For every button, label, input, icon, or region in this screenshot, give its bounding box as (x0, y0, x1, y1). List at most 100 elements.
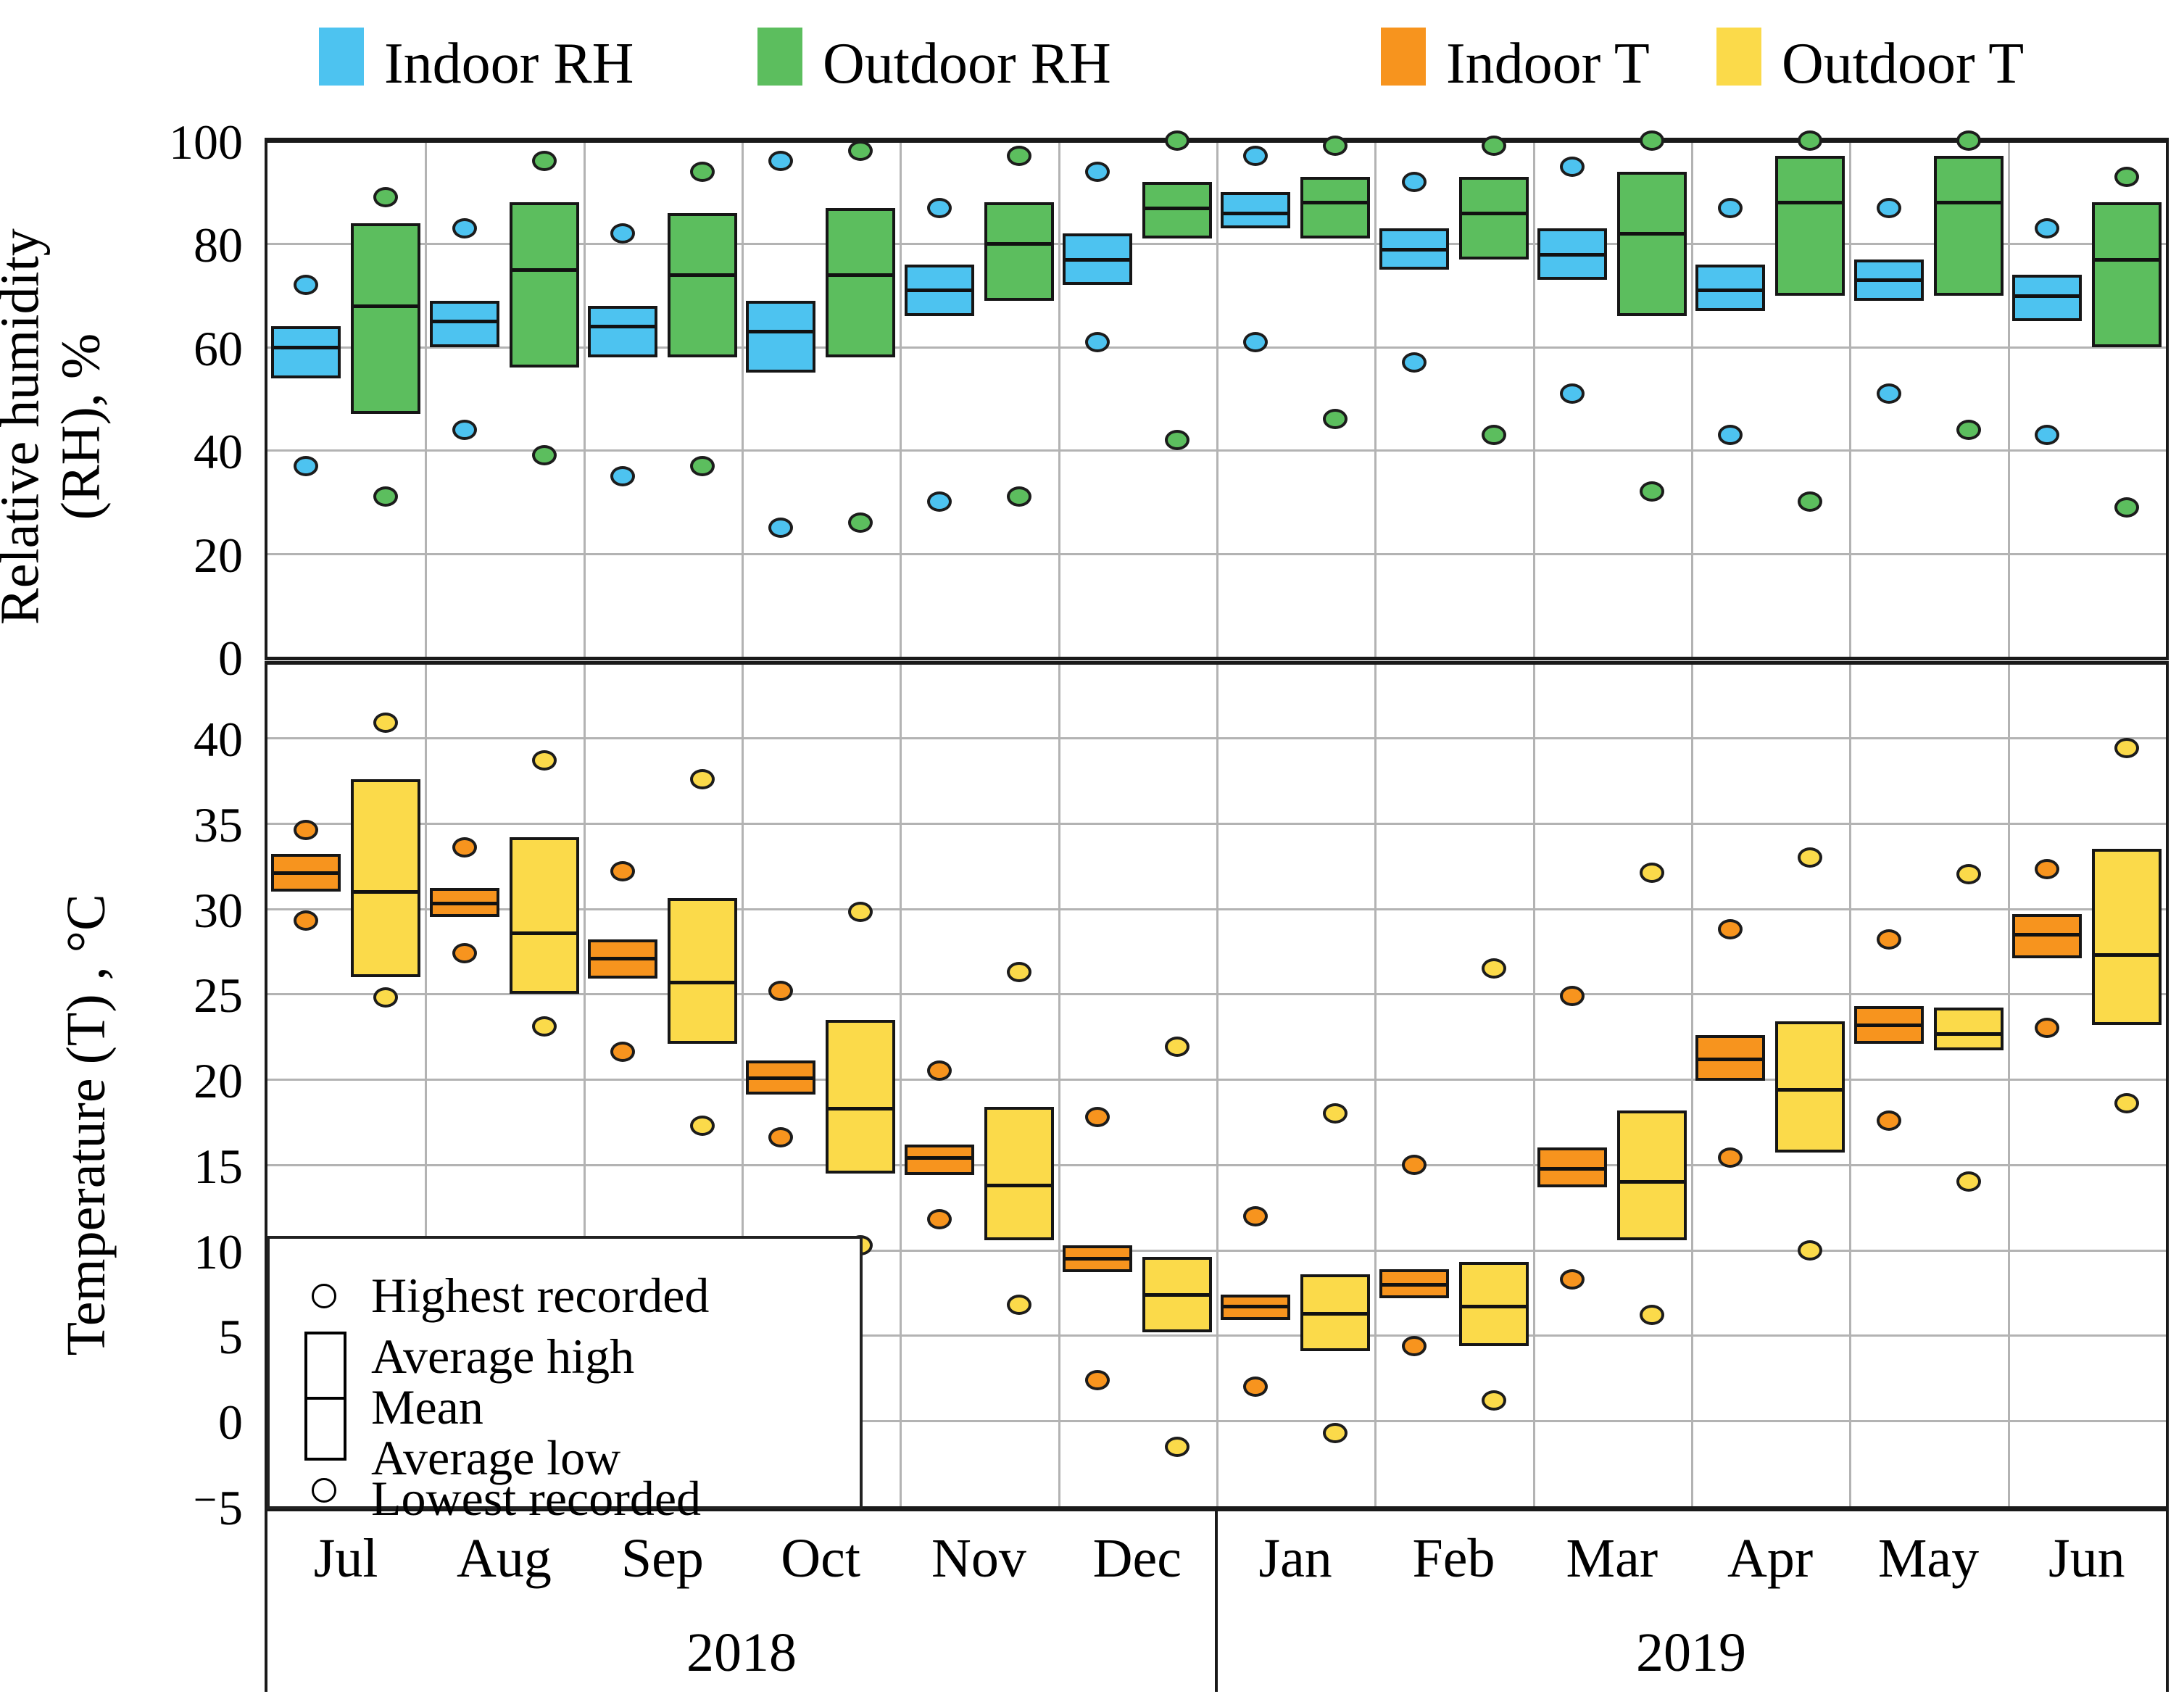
gridline-vertical (1374, 141, 1377, 657)
lowest-dot-outdoor-t-jul (373, 987, 399, 1008)
month-label-oct: Oct (781, 1528, 861, 1589)
box-outdoor-rh-aug (509, 202, 579, 368)
gridline-vertical (1849, 661, 1852, 1506)
month-label-nov: Nov (931, 1528, 1026, 1589)
t-tick-15: 15 (194, 1138, 243, 1194)
highest-dot-outdoor-rh-mar (1639, 130, 1664, 151)
month-label-jul: Jul (313, 1528, 378, 1589)
lowest-dot-outdoor-rh-mar (1639, 481, 1664, 502)
year-label-2018: 2018 (686, 1622, 797, 1683)
legend-swatch-outdoor-rh (757, 28, 802, 86)
mean-line-indoor-t-may (1856, 1023, 1921, 1027)
highest-dot-indoor-rh-apr (1718, 197, 1743, 218)
gridline-t-25 (267, 993, 2166, 996)
mean-line-indoor-t-oct (749, 1076, 813, 1080)
highest-dot-indoor-t-sep (610, 860, 635, 881)
lowest-dot-outdoor-rh-oct (848, 512, 873, 533)
lowest-dot-indoor-rh-jun (2034, 424, 2059, 445)
mean-line-indoor-rh-oct (749, 330, 813, 334)
mean-line-outdoor-rh-jan (1303, 201, 1368, 205)
mean-line-outdoor-rh-sep (670, 273, 734, 278)
highest-dot-indoor-t-oct (768, 980, 794, 1001)
mean-line-indoor-t-nov (907, 1156, 971, 1161)
mean-line-outdoor-rh-may (1936, 201, 2001, 205)
highest-dot-indoor-rh-mar (1559, 156, 1585, 177)
mean-line-outdoor-rh-jun (2094, 257, 2159, 262)
lowest-dot-indoor-rh-aug (452, 419, 477, 440)
month-label-apr: Apr (1727, 1528, 1814, 1589)
lowest-dot-indoor-rh-jan (1243, 331, 1269, 352)
box-outdoor-rh-jan (1300, 176, 1371, 239)
mean-line-outdoor-rh-dec (1145, 206, 1209, 210)
lowest-dot-indoor-rh-nov (926, 491, 952, 512)
mean-line-indoor-t-dec (1065, 1257, 1129, 1261)
mean-line-outdoor-t-apr (1778, 1088, 1843, 1092)
gridline-vertical (583, 141, 586, 657)
month-label-may: May (1877, 1528, 1980, 1589)
month-label-dec: Dec (1092, 1528, 1182, 1589)
gridline-vertical (1216, 141, 1218, 657)
month-label-mar: Mar (1566, 1528, 1658, 1589)
box-outdoor-rh-may (1933, 156, 2004, 296)
lowest-dot-outdoor-t-may (1956, 1171, 1981, 1192)
highest-dot-indoor-rh-dec (1084, 161, 1110, 182)
gridline-vertical (900, 661, 902, 1506)
mean-line-indoor-rh-dec (1065, 257, 1129, 262)
highest-dot-outdoor-t-nov (1006, 961, 1031, 982)
legend-label-outdoor-t: Outdoor T (1782, 32, 2025, 96)
highest-dot-outdoor-rh-feb (1481, 136, 1506, 157)
mean-line-indoor-rh-jul (274, 345, 339, 349)
highest-dot-outdoor-rh-may (1956, 130, 1981, 151)
highest-dot-outdoor-t-oct (848, 902, 873, 923)
box-indoor-rh-feb (1379, 228, 1449, 270)
lowest-dot-outdoor-rh-apr (1798, 491, 1823, 512)
gridline-t-10 (267, 1249, 2166, 1252)
rh-axis-title: Relative humidity (RH), % (0, 151, 112, 702)
box-indoor-t-aug (429, 888, 499, 918)
highest-dot-outdoor-rh-nov (1006, 146, 1031, 167)
t-panel-right-border (2166, 661, 2169, 1511)
rh-axis-title-line2: (RH), % (50, 333, 111, 520)
mean-line-indoor-rh-feb (1382, 247, 1446, 252)
gridline-vertical (2007, 141, 2010, 657)
gridline-rh-20 (267, 552, 2166, 555)
highest-dot-outdoor-rh-aug (531, 151, 557, 172)
rh-panel-left-border (265, 138, 267, 660)
lowest-dot-outdoor-rh-jul (373, 486, 399, 507)
mean-line-outdoor-rh-nov (987, 242, 1051, 246)
lowest-dot-indoor-t-oct (768, 1127, 794, 1148)
box-outdoor-t-dec (1142, 1257, 1212, 1332)
gridline-t-15 (267, 1163, 2166, 1166)
t-tick-20: 20 (194, 1053, 243, 1109)
t-tick-0: 0 (218, 1395, 243, 1450)
gridline-rh-80 (267, 243, 2166, 246)
lowest-recorded-marker-icon (312, 1478, 336, 1503)
legend-label-indoor-rh: Indoor RH (384, 32, 634, 96)
gridline-vertical (1058, 661, 1060, 1506)
t-panel-left-border (265, 661, 267, 1511)
lowest-dot-outdoor-t-dec (1164, 1436, 1189, 1457)
lowest-dot-indoor-t-apr (1718, 1147, 1743, 1168)
gridline-t-40 (267, 737, 2166, 739)
year-divider (1215, 1506, 1218, 1692)
highest-dot-outdoor-t-apr (1798, 847, 1823, 868)
box-outdoor-rh-mar (1616, 171, 1687, 317)
lowest-dot-outdoor-t-apr (1798, 1240, 1823, 1261)
mean-line-outdoor-t-mar (1619, 1180, 1684, 1184)
gridline-vertical (425, 661, 428, 1506)
t-tick--5: ⁻5 (192, 1480, 243, 1535)
t-tick-35: 35 (194, 797, 243, 852)
highest-dot-indoor-t-aug (452, 836, 477, 858)
mean-line-outdoor-t-oct (829, 1107, 893, 1111)
gridline-vertical (425, 141, 428, 657)
gridline-vertical (1691, 141, 1693, 657)
highest-dot-indoor-t-may (1876, 929, 1901, 950)
gridline-vertical (2007, 661, 2010, 1506)
lowest-dot-indoor-rh-mar (1559, 383, 1585, 404)
highest-dot-indoor-rh-jun (2034, 218, 2059, 239)
gridline-t-30 (267, 908, 2166, 910)
mean-line-outdoor-t-jan (1303, 1311, 1368, 1316)
label-band-right-border (2166, 1506, 2169, 1692)
lowest-dot-indoor-t-aug (452, 942, 477, 963)
gridline-vertical (1216, 661, 1218, 1506)
